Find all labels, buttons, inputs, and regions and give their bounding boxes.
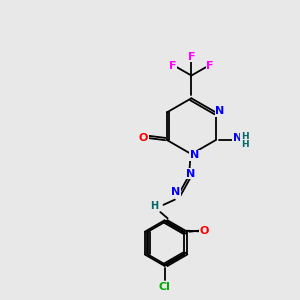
Text: N: N (171, 188, 181, 197)
Text: N: N (233, 133, 242, 143)
Text: H: H (150, 201, 158, 211)
Text: F: F (206, 61, 214, 71)
Text: H: H (241, 131, 248, 140)
Text: Cl: Cl (159, 282, 170, 292)
Text: N: N (190, 150, 199, 160)
Text: N: N (215, 106, 224, 116)
Text: F: F (188, 52, 195, 62)
Text: F: F (169, 61, 176, 71)
Text: O: O (139, 133, 148, 143)
Text: H: H (241, 140, 248, 149)
Text: N: N (186, 169, 195, 179)
Text: O: O (199, 226, 208, 236)
